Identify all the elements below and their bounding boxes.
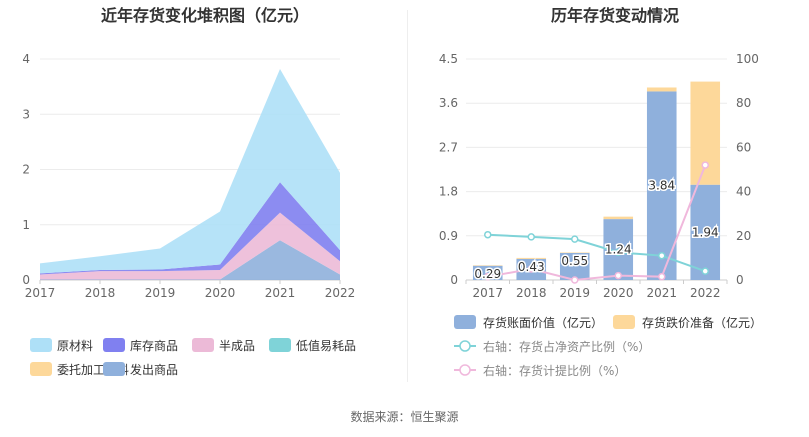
point-右轴：存货计提比例（%）: [527, 265, 535, 273]
left-legend-swatch: [30, 362, 52, 376]
left-legend-label: 半成品: [219, 339, 255, 353]
area-series-半成品: [40, 212, 340, 280]
right-x-tick-label: 2021: [646, 286, 677, 300]
bar-value-label: 1.94: [692, 225, 719, 239]
point-右轴：存货计提比例（%）: [571, 276, 579, 284]
left-y-tick-label: 3: [22, 107, 30, 121]
right-y2-tick-label: 0: [736, 273, 744, 287]
bar-value-label: 0.29: [474, 267, 501, 281]
left-y-tick-label: 4: [22, 52, 30, 66]
data-source-note: 数据来源：恒生聚源: [0, 408, 809, 425]
point-右轴：存货计提比例（%）: [484, 272, 492, 281]
bar-存货跌价准备（亿元）: [603, 216, 634, 220]
right-legend-label: 存货跌价准备（亿元）: [642, 315, 762, 330]
right-legend-label: 存货账面价值（亿元）: [483, 315, 603, 330]
bar-value-label: 0.55: [561, 254, 588, 268]
area-series-原材料: [40, 68, 340, 274]
left-x-tick-label: 2018: [85, 286, 116, 300]
right-x-tick-label: 2020: [603, 286, 634, 300]
right-legend-marker: [459, 340, 471, 352]
left-y-tick-label: 0: [22, 273, 30, 287]
right-legend-swatch: [454, 315, 476, 329]
point-右轴：存货占净资产比例（%）: [527, 233, 535, 241]
right-chart-title: 历年存货变动情况: [550, 6, 679, 25]
point-右轴：存货占净资产比例（%）: [658, 251, 666, 260]
point-右轴：存货计提比例（%）: [658, 272, 666, 281]
left-legend-label: 原材料: [57, 339, 93, 353]
point-右轴：存货计提比例（%）: [614, 271, 622, 280]
right-legend-marker: [459, 364, 471, 376]
bar-存货账面价值（亿元）: [472, 265, 503, 280]
left-legend-swatch: [103, 362, 125, 376]
area-series-库存商品: [40, 182, 340, 275]
left-chart-title: 近年存货变化堆积图（亿元）: [100, 6, 309, 25]
left-x-tick-label: 2021: [265, 286, 296, 300]
right-y-tick-label: 4.5: [439, 52, 458, 66]
right-legend-swatch: [613, 315, 635, 329]
point-右轴：存货占净资产比例（%）: [701, 267, 709, 275]
left-legend-label: 发出商品: [130, 362, 178, 377]
left-legend-label: 低值易耗品: [296, 338, 356, 353]
right-x-tick-label: 2022: [690, 286, 721, 300]
left-legend-swatch: [269, 338, 291, 352]
right-y2-tick-label: 60: [736, 140, 751, 154]
bar-value-label: 3.84: [648, 179, 675, 193]
right-y2-tick-label: 20: [736, 229, 751, 243]
right-y-tick-label: 1.8: [439, 185, 458, 199]
right-y2-tick-label: 100: [736, 52, 759, 66]
point-右轴：存货计提比例（%）: [701, 161, 709, 169]
right-y-tick-label: 2.7: [439, 140, 458, 154]
left-y-tick-label: 2: [22, 163, 30, 177]
right-x-tick-label: 2017: [472, 286, 503, 300]
data-source-text: 数据来源：恒生聚源: [350, 410, 459, 424]
point-右轴：存货占净资产比例（%）: [571, 235, 579, 243]
bar-存货账面价值（亿元）: [559, 252, 590, 280]
bar-存货跌价准备（亿元）: [690, 81, 721, 185]
right-y2-tick-label: 80: [736, 96, 751, 110]
right-y-tick-label: 0.9: [439, 229, 458, 243]
right-legend-label: 右轴：存货占净资产比例（%）: [483, 339, 650, 354]
area-series-发出商品: [40, 240, 340, 280]
bar-存货跌价准备（亿元）: [646, 87, 677, 92]
bar-存货账面价值（亿元）: [646, 91, 677, 280]
point-右轴：存货占净资产比例（%）: [484, 230, 492, 239]
line-右轴：存货计提比例（%）: [487, 164, 707, 282]
left-legend-swatch: [192, 338, 214, 352]
left-legend-swatch: [103, 338, 125, 352]
bar-value-label: 0.43: [518, 260, 545, 274]
left-x-tick-label: 2019: [145, 286, 176, 300]
bar-存货跌价准备（亿元）: [516, 257, 547, 259]
right-y-tick-label: 0: [450, 273, 458, 287]
right-x-tick-label: 2019: [559, 286, 590, 300]
right-legend-label: 右轴：存货计提比例（%）: [483, 363, 626, 378]
panel-divider: [407, 10, 408, 382]
bar-value-label: 1.24: [605, 243, 632, 257]
bar-存货账面价值（亿元）: [690, 184, 721, 280]
left-legend-swatch: [30, 338, 52, 352]
left-x-tick-label: 2017: [25, 286, 56, 300]
left-legend-label: 库存商品: [130, 338, 178, 353]
right-y-tick-label: 3.6: [439, 96, 458, 110]
right-x-tick-label: 2018: [516, 286, 547, 300]
left-x-tick-label: 2020: [205, 286, 236, 300]
left-y-tick-label: 1: [22, 218, 30, 232]
right-y2-tick-label: 40: [736, 185, 751, 199]
left-x-tick-label: 2022: [325, 286, 356, 300]
point-右轴：存货占净资产比例（%）: [614, 248, 622, 257]
